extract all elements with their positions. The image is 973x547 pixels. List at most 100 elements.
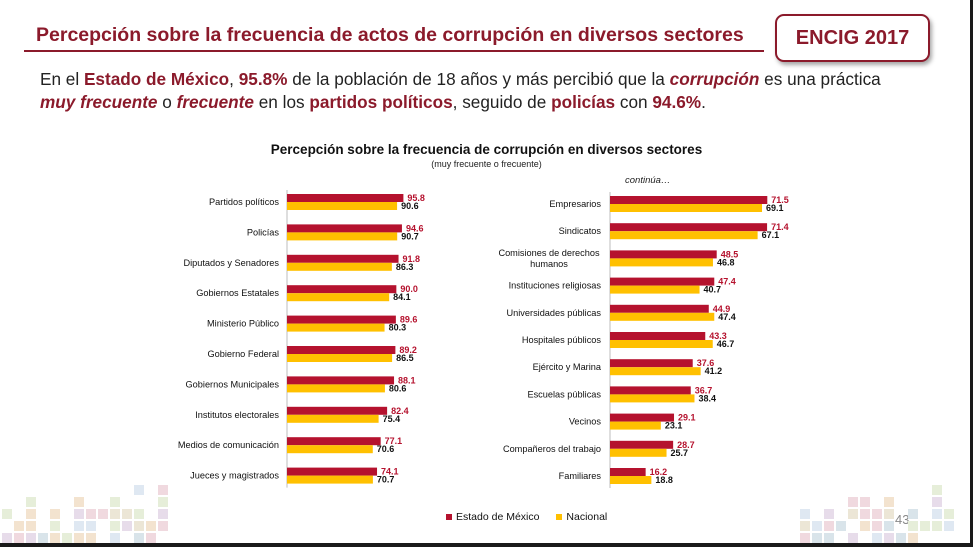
bar-nacional bbox=[610, 231, 758, 240]
data-label-nacional: 70.6 bbox=[377, 444, 395, 454]
data-label-nacional: 84.1 bbox=[393, 292, 411, 302]
decorative-square bbox=[812, 533, 822, 543]
bar-estado bbox=[287, 194, 404, 202]
category-label: Comisiones de derechos bbox=[498, 248, 600, 258]
bar-nacional bbox=[610, 476, 652, 484]
intro-text: en los bbox=[253, 92, 310, 112]
decorative-square bbox=[110, 497, 120, 507]
data-label-nacional: 67.1 bbox=[762, 230, 780, 240]
decorative-square bbox=[860, 509, 870, 519]
decorative-square bbox=[146, 533, 156, 543]
bar-estado bbox=[287, 315, 396, 324]
bar-nacional bbox=[287, 323, 385, 332]
decorative-square bbox=[872, 509, 882, 519]
decorative-square bbox=[2, 509, 12, 519]
category-label: Sindicatos bbox=[559, 226, 602, 236]
legend-swatch-estado bbox=[446, 514, 452, 521]
data-label-nacional: 23.1 bbox=[665, 421, 683, 431]
bar-nacional bbox=[287, 293, 390, 302]
data-label-estado: 29.1 bbox=[678, 413, 696, 423]
legend-item-nacional: Nacional bbox=[556, 511, 607, 523]
data-label-nacional: 80.3 bbox=[389, 323, 407, 333]
decorative-square bbox=[74, 497, 84, 507]
decorative-square bbox=[146, 521, 156, 531]
category-label: Instituciones religiosas bbox=[509, 281, 602, 291]
data-label-nacional: 80.6 bbox=[389, 383, 407, 393]
decorative-square bbox=[932, 521, 942, 531]
decorative-square bbox=[920, 521, 930, 531]
decorative-square bbox=[158, 497, 168, 507]
category-label: Universidades públicas bbox=[507, 308, 602, 318]
category-label: Vecinos bbox=[569, 417, 602, 427]
data-label-nacional: 86.5 bbox=[396, 353, 414, 363]
data-label-nacional: 90.7 bbox=[401, 231, 419, 241]
data-label-estado: 90.0 bbox=[400, 284, 418, 294]
bar-estado bbox=[610, 413, 675, 422]
intro-highlight: partidos políticos bbox=[309, 92, 453, 112]
intro-text: , seguido de bbox=[452, 92, 552, 112]
data-label-estado: 43.3 bbox=[709, 331, 727, 341]
intro-text: con bbox=[615, 92, 653, 112]
intro-highlight: corrupción bbox=[669, 69, 760, 89]
intro-text: , bbox=[229, 69, 239, 89]
decorative-square bbox=[908, 509, 918, 519]
category-label: Empresarios bbox=[549, 199, 601, 209]
intro-highlight: muy frecuente bbox=[40, 92, 158, 112]
decorative-square bbox=[110, 509, 120, 519]
bar-nacional bbox=[287, 414, 379, 423]
decorative-square bbox=[800, 533, 810, 543]
decorative-square bbox=[98, 509, 108, 519]
decorative-square bbox=[110, 533, 120, 543]
decorative-square bbox=[14, 533, 24, 543]
bar-estado bbox=[287, 285, 397, 294]
category-label: humanos bbox=[530, 259, 568, 269]
data-label-nacional: 41.2 bbox=[705, 366, 723, 376]
page-number: 43 bbox=[895, 512, 910, 527]
decorative-square bbox=[884, 509, 894, 519]
decorative-square bbox=[932, 497, 942, 507]
data-label-estado: 91.8 bbox=[403, 254, 421, 264]
chart-subtitle: (muy frecuente o frecuente) bbox=[431, 159, 542, 169]
data-label-estado: 37.6 bbox=[697, 358, 715, 368]
category-label: Diputados y Senadores bbox=[183, 258, 279, 268]
decorative-square bbox=[824, 533, 834, 543]
decorative-square bbox=[134, 509, 144, 519]
intro-text: . bbox=[701, 92, 706, 112]
data-label-estado: 44.9 bbox=[713, 304, 731, 314]
decorative-square bbox=[860, 521, 870, 531]
bar-estado bbox=[610, 223, 768, 232]
intro-text: En el bbox=[40, 69, 84, 89]
decorative-square bbox=[158, 509, 168, 519]
legend-label-nacional: Nacional bbox=[566, 511, 608, 523]
data-label-estado: 71.4 bbox=[771, 222, 789, 232]
bar-nacional bbox=[610, 312, 715, 321]
decorative-square bbox=[50, 509, 60, 519]
decorative-square bbox=[836, 521, 846, 531]
bar-estado bbox=[610, 332, 706, 340]
data-label-estado: 71.5 bbox=[771, 195, 789, 205]
bar-nacional bbox=[287, 354, 393, 362]
data-label-nacional: 18.8 bbox=[655, 475, 673, 485]
decorative-square bbox=[38, 533, 48, 543]
decorative-square bbox=[824, 509, 834, 519]
category-label: Ministerio Público bbox=[207, 319, 279, 329]
bar-nacional bbox=[287, 202, 398, 210]
decorative-square bbox=[86, 533, 96, 543]
data-label-nacional: 46.8 bbox=[717, 257, 735, 267]
decorative-square bbox=[884, 497, 894, 507]
header-bar: Percepción sobre la frecuencia de actos … bbox=[24, 18, 764, 52]
data-label-nacional: 38.4 bbox=[698, 393, 716, 403]
decorative-square bbox=[26, 533, 36, 543]
decorative-square bbox=[86, 509, 96, 519]
bar-estado bbox=[287, 376, 395, 385]
intro-highlight: 94.6% bbox=[652, 92, 702, 112]
decorative-square bbox=[884, 533, 894, 543]
decorative-square bbox=[944, 521, 954, 531]
decorative-square bbox=[134, 521, 144, 531]
decorative-square bbox=[800, 509, 810, 519]
bar-nacional bbox=[287, 384, 385, 393]
data-label-estado: 77.1 bbox=[385, 436, 403, 446]
bar-nacional bbox=[610, 367, 701, 376]
bar-estado bbox=[610, 250, 717, 259]
